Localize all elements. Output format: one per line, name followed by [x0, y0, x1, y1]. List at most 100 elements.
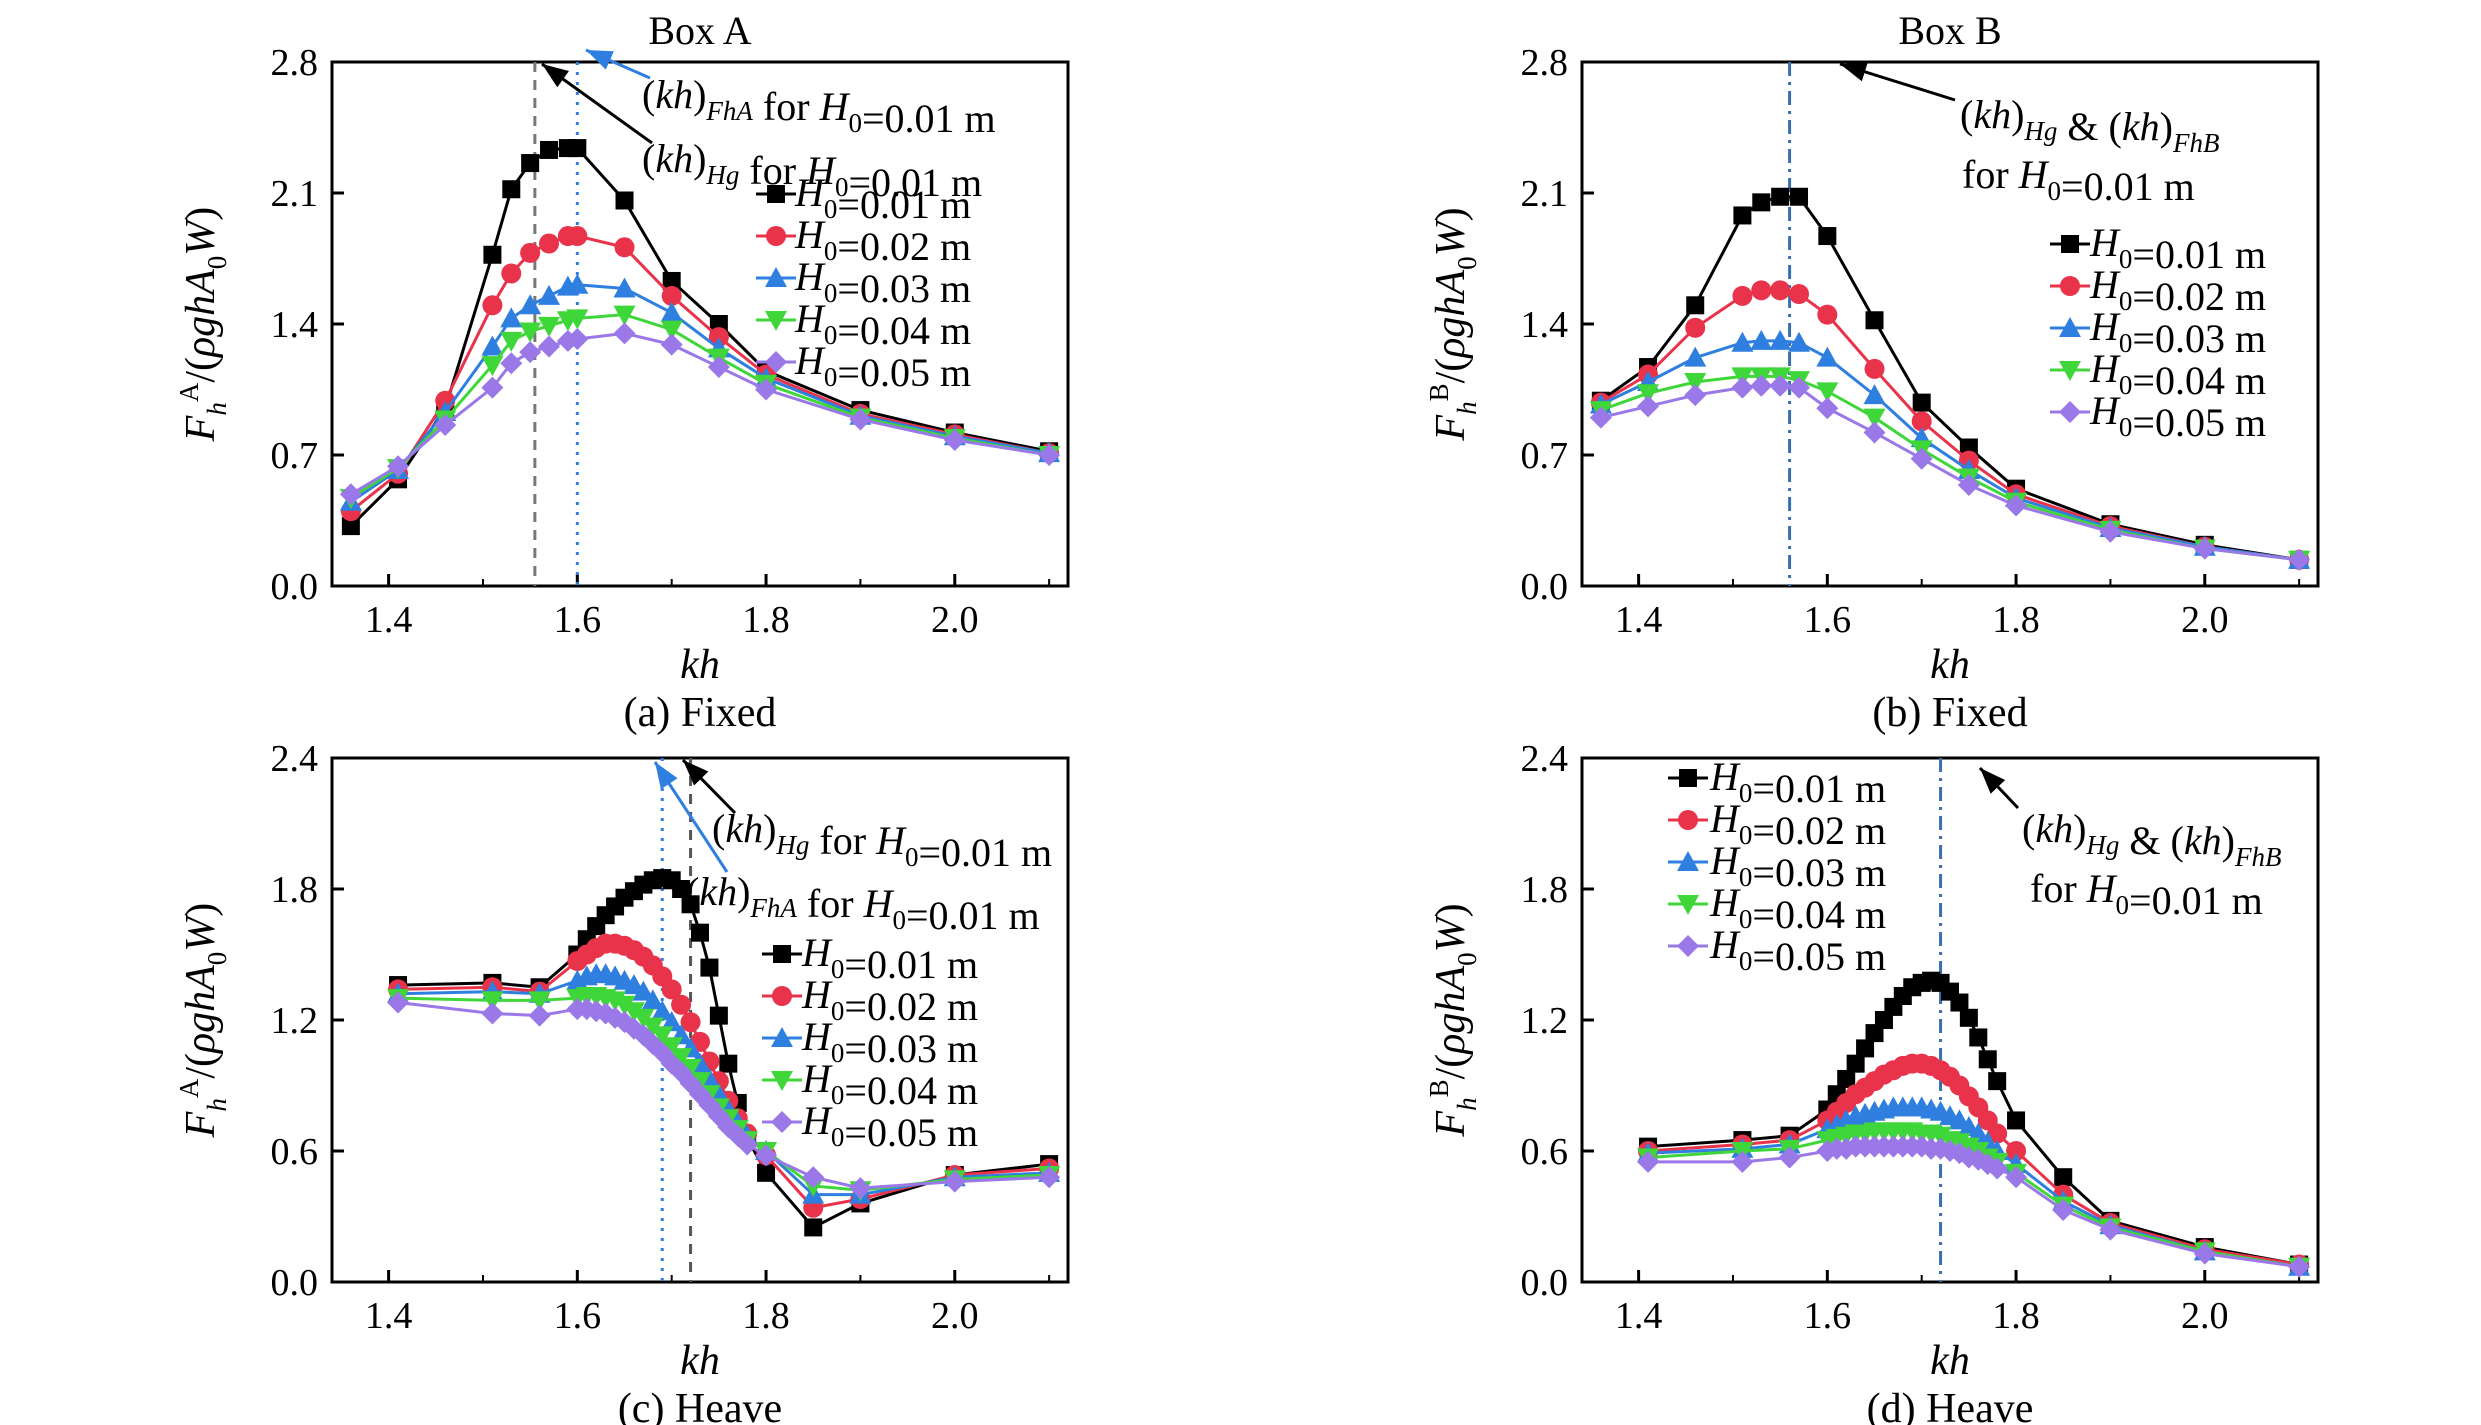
legend-marker [771, 1071, 793, 1091]
data-point [341, 517, 360, 536]
data-point [1988, 1072, 2007, 1091]
data-point [481, 1002, 504, 1025]
data-point [707, 356, 730, 379]
data-point [1967, 1122, 1990, 1143]
legend-marker [2059, 317, 2081, 337]
annotation-arrow-head [655, 762, 678, 790]
y-tick-label: 1.8 [1521, 869, 1569, 911]
x-tick-label: 2.0 [931, 599, 979, 641]
data-point [1816, 346, 1839, 367]
data-point [622, 1002, 645, 1023]
data-point [1637, 1150, 1660, 1173]
x-tick-label: 1.8 [1992, 599, 2040, 641]
data-point [1778, 1146, 1801, 1169]
data-point [2099, 1218, 2122, 1241]
y-axis-label: FhA/(ρghA0W) [174, 207, 232, 443]
y-tick-label: 1.4 [271, 304, 319, 346]
data-point [1733, 206, 1752, 225]
annotation-text-line2: for H0=0.01 m [2030, 866, 2263, 923]
data-point [1770, 280, 1791, 301]
data-point [566, 273, 589, 294]
legend: H0=0.01 mH0=0.02 mH0=0.03 mH0=0.04 mH0=0… [756, 170, 971, 395]
x-tick-label: 2.0 [2181, 599, 2229, 641]
legend: H0=0.01 mH0=0.02 mH0=0.03 mH0=0.04 mH0=0… [2050, 220, 2266, 445]
data-point [1987, 1123, 2008, 1144]
y-tick-label: 2.4 [1521, 738, 1569, 780]
data-point [2006, 1141, 2027, 1161]
data-point [566, 309, 589, 330]
data-point [540, 140, 559, 159]
data-point [1816, 397, 1839, 420]
data-point [1950, 993, 1969, 1012]
data-point [660, 333, 683, 356]
data-point [613, 322, 636, 345]
data-point [613, 995, 636, 1016]
data-point [502, 180, 521, 199]
legend-marker [767, 185, 785, 203]
x-tick-label: 2.0 [2181, 1295, 2229, 1337]
series-2 [1638, 1053, 2310, 1275]
legend-marker [1679, 769, 1697, 787]
data-point [1731, 331, 1754, 352]
legend-entry: H0=0.05 m [794, 338, 971, 395]
data-point [849, 408, 872, 431]
panel-a: 1.4 1.6 1.8 2.0 0.0 0.7 1.4 2.1 2.8 Box A kh(a) Fi… [174, 8, 1070, 736]
legend-marker [1677, 895, 1699, 915]
data-point [528, 1004, 551, 1027]
annotation-arrow-head [542, 64, 569, 88]
data-point [2288, 1255, 2311, 1278]
y-tick-label: 0.0 [1521, 1262, 1569, 1304]
series-5 [387, 991, 1061, 1200]
data-point [1910, 447, 1933, 470]
legend-entry: H0=0.02 m [794, 212, 971, 269]
legend: H0=0.01 mH0=0.02 mH0=0.03 mH0=0.04 mH0=0… [1668, 754, 1886, 979]
data-point [1769, 329, 1792, 350]
annotation-arrow-head [1840, 62, 1868, 82]
y-tick-label: 1.4 [1521, 304, 1569, 346]
annotation-text-line2: for H0=0.01 m [1962, 152, 2195, 209]
data-point [481, 335, 504, 356]
data-point [1911, 411, 1932, 432]
data-point [1686, 296, 1705, 315]
x-tick-label: 1.4 [365, 1295, 413, 1337]
data-point [387, 455, 410, 478]
legend-marker [773, 945, 791, 963]
y-axis-label: FhA/(ρghA0W) [174, 903, 232, 1139]
y-axis-label: FhB/(ρghA0W) [1424, 903, 1482, 1137]
legend-marker [766, 226, 786, 246]
data-point [1978, 1050, 1997, 1069]
data-point [538, 284, 561, 305]
legend-entry: H0=0.04 m [801, 1056, 978, 1113]
data-point [2052, 1198, 2075, 1221]
data-point [680, 1012, 701, 1033]
data-point [736, 1133, 759, 1156]
x-tick-label: 2.0 [931, 1295, 979, 1337]
data-point [567, 226, 588, 247]
x-tick-label: 1.6 [1804, 599, 1852, 641]
x-axis-label: kh [680, 1338, 720, 1384]
annotation-hg: (kh)Hg for H0=0.01 m [681, 758, 1052, 875]
data-point [500, 331, 523, 352]
data-point [1750, 329, 1773, 350]
y-tick-label: 2.8 [1521, 42, 1569, 84]
data-point [2054, 1168, 2073, 1187]
series-5 [1637, 1135, 2311, 1278]
legend-entry: H0=0.01 m [1709, 754, 1886, 811]
legend-entry: H0=0.02 m [1709, 796, 1886, 853]
data-point [1751, 280, 1772, 301]
data-point [1788, 331, 1811, 352]
data-point [1684, 346, 1707, 367]
data-point [538, 335, 561, 358]
legend-entry: H0=0.04 m [2089, 346, 2266, 403]
data-point [1769, 374, 1792, 397]
data-point [1959, 1008, 1978, 1027]
data-point [2193, 537, 2216, 560]
data-point [661, 285, 682, 306]
data-point [1865, 311, 1884, 330]
x-tick-label: 1.4 [1615, 1295, 1663, 1337]
data-point [1731, 1150, 1754, 1173]
legend-marker [771, 1027, 793, 1047]
data-point [1846, 1054, 1865, 1073]
data-point [943, 1170, 966, 1193]
